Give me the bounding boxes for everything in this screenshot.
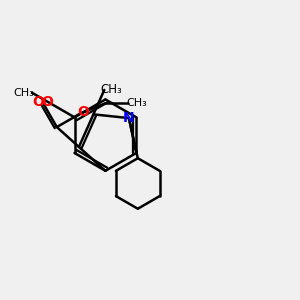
Text: CH₃: CH₃ xyxy=(14,88,34,98)
Text: CH₃: CH₃ xyxy=(101,83,123,96)
Text: O: O xyxy=(41,95,53,110)
Text: N: N xyxy=(123,111,135,125)
Text: CH₃: CH₃ xyxy=(126,98,147,108)
Text: O: O xyxy=(32,95,44,109)
Text: O: O xyxy=(78,105,90,118)
